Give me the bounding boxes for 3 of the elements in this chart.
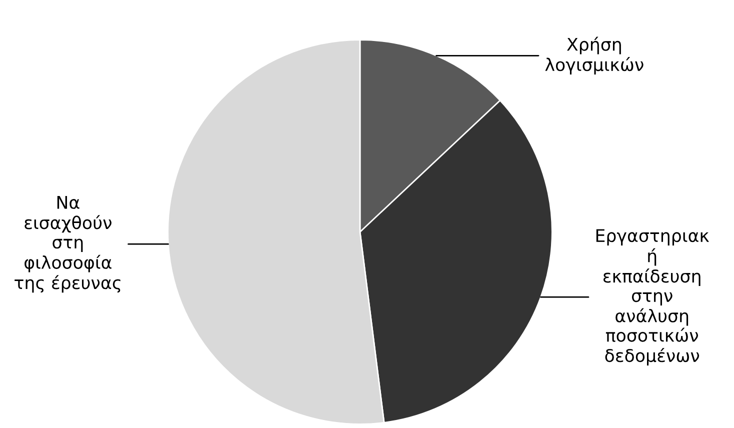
slice-label: Να εισαχθούν στη φιλοσοφία της έρευνας: [14, 196, 120, 293]
slice-label: Εργαστηριακ ή εκπαίδευση στην ανάλυση ποσοτικών δεδομένων: [596, 229, 710, 366]
slice-label: Χρήση λογισμικών: [545, 36, 644, 75]
